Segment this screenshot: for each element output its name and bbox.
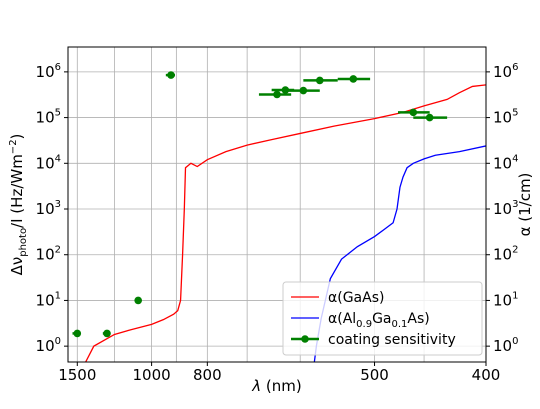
data-point bbox=[425, 113, 434, 122]
plot-frame bbox=[67, 46, 487, 363]
y-tick-label-left: 102 bbox=[36, 245, 61, 264]
x-axis-label: λ (nm) bbox=[251, 377, 301, 395]
y-axis-label-right: α (1/cm) bbox=[516, 173, 534, 237]
x-tick-label: 500 bbox=[360, 366, 389, 384]
data-point bbox=[409, 108, 418, 117]
y-tick-label-right: 106 bbox=[493, 62, 518, 81]
y-tick-label-right: 104 bbox=[493, 153, 518, 172]
x-axis-ticks: 1500 1000 800 500 400 bbox=[58, 362, 500, 384]
legend-label: coating sensitivity bbox=[328, 332, 456, 348]
y-label-sub: photo bbox=[18, 228, 29, 257]
y-tick-label-right: 102 bbox=[493, 245, 518, 264]
y-tick-label-right: 103 bbox=[493, 199, 518, 218]
y-tick-label-right: 101 bbox=[493, 290, 518, 309]
y-axis-ticks-right: 100 101 102 103 104 105 106 bbox=[486, 62, 518, 355]
legend-label: α(Al0.9Ga0.1As) bbox=[328, 311, 430, 330]
y-tick-label-right: 105 bbox=[493, 108, 518, 127]
y-tick-label-right: 100 bbox=[493, 336, 518, 355]
data-point bbox=[273, 90, 281, 99]
data-point bbox=[315, 76, 324, 85]
y-axis-label-left: Δνphoto/I (Hz/Wm−2) bbox=[8, 134, 29, 276]
data-point bbox=[103, 329, 111, 338]
legend-frame bbox=[282, 281, 483, 356]
legend: α(GaAs) α(Al0.9Ga0.1As) coating sensitivit… bbox=[282, 281, 483, 356]
x-tick-label: 800 bbox=[193, 366, 222, 384]
y-tick-label-left: 100 bbox=[36, 336, 61, 355]
y-label-sup: −2 bbox=[8, 139, 19, 154]
y-tick-label-left: 104 bbox=[36, 153, 61, 172]
data-point bbox=[299, 86, 308, 95]
x-axis-label-unit: (nm) bbox=[261, 377, 302, 395]
y-tick-label-left: 103 bbox=[36, 199, 61, 218]
x-tick-label: 400 bbox=[472, 366, 501, 384]
x-tick-label: 1500 bbox=[58, 366, 96, 384]
legend-marker bbox=[301, 335, 309, 343]
data-point bbox=[349, 75, 358, 83]
data-point bbox=[73, 329, 82, 338]
legend-label: α(GaAs) bbox=[328, 290, 384, 306]
y-label-middle: /I (Hz/Wm bbox=[8, 154, 26, 228]
y-axis-ticks-left: 100 101 102 103 104 105 106 bbox=[36, 62, 68, 355]
y-tick-label-left: 101 bbox=[36, 290, 61, 309]
series-line-gaas bbox=[85, 84, 486, 362]
data-point bbox=[167, 71, 175, 79]
data-point bbox=[134, 296, 142, 305]
y-tick-label-left: 106 bbox=[36, 62, 61, 81]
x-tick-label: 1000 bbox=[133, 366, 171, 384]
y-label-delta: Δν bbox=[8, 257, 26, 276]
y-label-end: ) bbox=[8, 134, 26, 140]
x-axis-label-symbol: λ bbox=[251, 377, 261, 395]
y-tick-label-left: 105 bbox=[36, 108, 61, 127]
axes bbox=[67, 46, 487, 363]
